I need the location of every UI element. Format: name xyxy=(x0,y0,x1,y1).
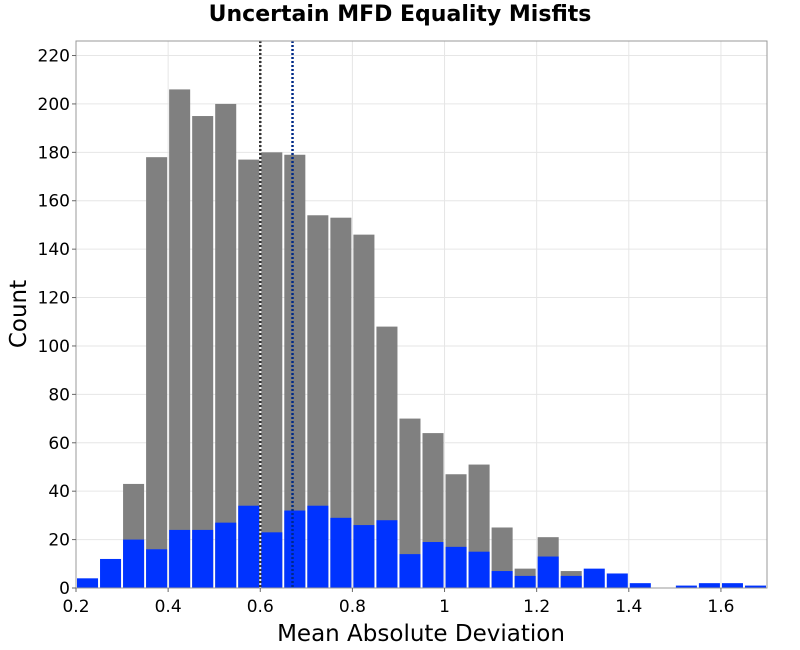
blue-bar xyxy=(583,568,605,588)
gray-bar xyxy=(261,152,283,588)
x-axis-label: Mean Absolute Deviation xyxy=(277,621,565,647)
x-tick-label: 1.2 xyxy=(523,597,550,617)
y-tick-label: 60 xyxy=(48,434,70,454)
x-tick-label: 1 xyxy=(439,597,450,617)
gray-bar xyxy=(284,154,306,588)
x-tick-label: 0.4 xyxy=(155,597,182,617)
plot-background xyxy=(76,41,767,588)
y-tick-label: 100 xyxy=(38,337,70,357)
gray-bars xyxy=(123,89,582,589)
grid-lines xyxy=(75,41,767,589)
blue-bar xyxy=(353,525,375,588)
blue-bars xyxy=(77,505,766,588)
blue-bar xyxy=(744,585,766,588)
blue-bar xyxy=(721,583,743,588)
gray-bar xyxy=(399,418,421,588)
y-tick-label: 180 xyxy=(38,143,70,163)
blue-bar xyxy=(146,549,168,588)
x-tick-label: 0.8 xyxy=(339,597,366,617)
y-tick-label: 140 xyxy=(38,240,70,260)
x-tick-label: 0.6 xyxy=(247,597,274,617)
y-tick-label: 220 xyxy=(38,47,70,67)
y-tick-label: 0 xyxy=(59,579,70,599)
blue-bar xyxy=(606,573,628,588)
x-tick-label: 1.4 xyxy=(615,597,642,617)
gray-bar xyxy=(192,116,214,588)
blue-bar xyxy=(629,583,651,588)
blue-bar xyxy=(192,529,214,588)
y-axis-ticks: 0 20 40 60 80 100 120 140 160 180 200 220 xyxy=(38,47,76,599)
gray-bar xyxy=(169,89,191,589)
gray-bar xyxy=(307,215,329,588)
blue-bar xyxy=(215,522,237,588)
gray-bar xyxy=(146,157,168,588)
blue-bar xyxy=(422,542,444,588)
blue-bar xyxy=(537,556,559,588)
blue-bar xyxy=(330,517,352,588)
blue-bar xyxy=(445,546,467,588)
blue-bar xyxy=(698,583,720,588)
y-tick-label: 20 xyxy=(48,531,70,551)
gray-bar xyxy=(330,217,352,588)
y-axis-label: Count xyxy=(6,280,32,348)
blue-bar xyxy=(100,558,122,588)
blue-bar xyxy=(560,575,582,588)
y-tick-label: 160 xyxy=(38,192,70,212)
y-tick-label: 40 xyxy=(48,482,70,502)
y-tick-label: 200 xyxy=(38,95,70,115)
blue-bar xyxy=(261,532,283,588)
blue-bar xyxy=(376,520,398,588)
blue-bar xyxy=(675,585,697,588)
gray-bar xyxy=(215,103,237,589)
blue-bar xyxy=(238,505,260,588)
blue-bar xyxy=(284,510,306,588)
blue-bar xyxy=(491,571,513,588)
blue-bar xyxy=(399,554,421,588)
blue-bar xyxy=(468,551,490,588)
blue-bar xyxy=(77,578,99,588)
blue-bar xyxy=(123,539,145,588)
x-tick-label: 1.6 xyxy=(707,597,734,617)
gray-bar xyxy=(238,159,260,588)
blue-bar xyxy=(169,529,191,588)
y-tick-label: 120 xyxy=(38,289,70,309)
chart-title: Uncertain MFD Equality Misfits xyxy=(208,2,592,27)
gray-bar xyxy=(353,234,375,589)
y-tick-label: 80 xyxy=(48,385,70,405)
plot-frame xyxy=(75,40,768,589)
reference-lines xyxy=(259,41,294,588)
x-axis-ticks: 0.2 0.4 0.6 0.8 1 1.2 1.4 1.6 xyxy=(62,588,734,617)
x-tick-label: 0.2 xyxy=(62,597,89,617)
blue-bar xyxy=(514,575,536,588)
blue-bar xyxy=(307,505,329,588)
